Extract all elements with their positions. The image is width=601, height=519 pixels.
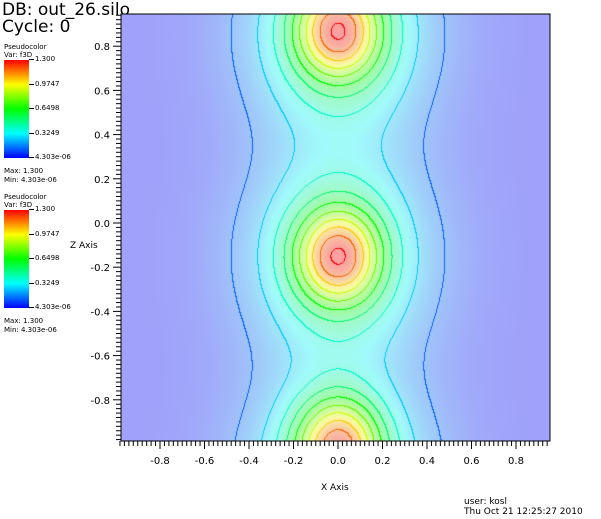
x-tick-label: -0.4	[239, 456, 259, 467]
x-tick-label: -0.2	[284, 456, 304, 467]
legend-title: Pseudocolor	[4, 193, 47, 201]
legend-tick: 0.9747	[29, 230, 60, 238]
x-tick-label: 0.8	[508, 456, 524, 467]
legend-tick: 1.300	[29, 55, 55, 63]
cycle-label: Cycle: 0	[2, 17, 71, 37]
legend-max: Max: 1.300	[4, 167, 44, 175]
pseudocolor-plot[interactable]	[121, 14, 550, 441]
colorbar	[4, 60, 29, 158]
x-tick-label: 0.6	[464, 456, 480, 467]
db-label: DB: out_26.silo	[2, 0, 130, 20]
x-axis-label: X Axis	[321, 483, 349, 493]
user-label: user: kosl	[464, 497, 507, 507]
legend-tick: 1.300	[29, 205, 55, 213]
legend-tick: 4.303e-06	[29, 303, 71, 311]
colorbar	[4, 210, 29, 308]
legend-tick: 0.3249	[29, 279, 60, 287]
y-tick-label: 0.8	[94, 42, 110, 53]
legend-var: Var: f3D	[4, 51, 33, 59]
legend-title: Pseudocolor	[4, 43, 47, 51]
y-tick-label: -0.4	[90, 307, 110, 318]
x-tick-label: 0.0	[330, 456, 346, 467]
x-tick-label: 0.4	[419, 456, 435, 467]
legend-tick: 0.6498	[29, 104, 60, 112]
x-tick-label: 0.2	[375, 456, 391, 467]
y-tick-label: 0.4	[94, 131, 110, 142]
legend-min: Min: 4.303e-06	[4, 176, 57, 184]
y-axis-label: Z Axis	[70, 241, 98, 251]
y-tick-label: -0.6	[90, 352, 110, 363]
legend-tick: 4.303e-06	[29, 153, 71, 161]
legend-2: Pseudocolor Var: f3D 1.300 0.9747 0.6498…	[4, 193, 71, 334]
legend-tick: 0.9747	[29, 80, 60, 88]
y-tick-label: 0.2	[94, 175, 110, 186]
y-tick-label: 0.6	[94, 86, 110, 97]
legend-1: Pseudocolor Var: f3D 1.300 0.9747 0.6498…	[4, 43, 71, 184]
legend-var: Var: f3D	[4, 201, 33, 209]
x-tick-label: -0.8	[150, 456, 170, 467]
legend-tick: 0.6498	[29, 254, 60, 262]
x-tick-label: -0.6	[195, 456, 215, 467]
y-tick-label: -0.8	[90, 396, 110, 407]
legend-tick: 0.3249	[29, 129, 60, 137]
date-label: Thu Oct 21 12:25:27 2010	[464, 507, 583, 517]
legend-max: Max: 1.300	[4, 317, 44, 325]
y-tick-label: 0.0	[94, 219, 110, 230]
y-tick-label: -0.2	[90, 263, 110, 274]
legend-min: Min: 4.303e-06	[4, 326, 57, 334]
